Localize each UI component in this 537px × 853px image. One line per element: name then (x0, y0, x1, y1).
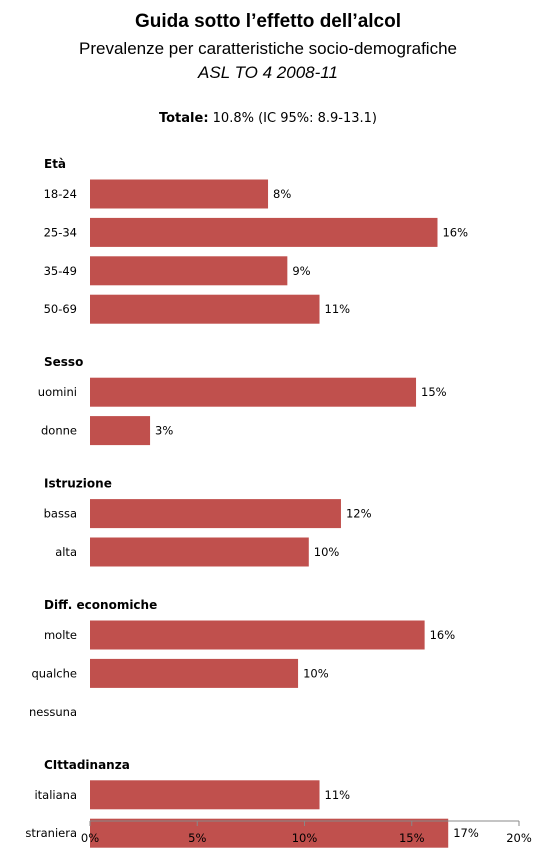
bar-cittadinanza-straniera (90, 818, 449, 848)
x-tick-label: 20% (506, 831, 532, 845)
category-label-bassa: bassa (44, 507, 77, 521)
bar-et-25-34 (90, 217, 438, 247)
bar-cittadinanza-italiana (90, 780, 320, 810)
bar-diff-economiche-molte (90, 620, 425, 650)
group-label-istruzione: Istruzione (44, 477, 112, 491)
data-label-25-34: 16% (442, 225, 468, 239)
data-label-uomini: 15% (421, 385, 447, 399)
bar-istruzione-alta (90, 537, 309, 567)
category-label-25-34: 25-34 (44, 225, 77, 239)
bar-et-18-24 (90, 179, 269, 209)
data-label-donne: 3% (155, 424, 173, 438)
group-label-cittadinanza: CIttadinanza (44, 758, 130, 772)
bar-sesso-donne (90, 416, 151, 446)
x-tick-label: 0% (81, 831, 99, 845)
data-label-35-49: 9% (292, 264, 310, 278)
category-label-alta: alta (55, 545, 77, 559)
plot-area: Età 18-24 8% 25-34 16% 35-49 9% 50-69 11% Sesso uo… (25, 157, 532, 848)
data-label-qualche: 10% (303, 666, 329, 680)
group-label-sesso: Sesso (44, 355, 83, 369)
bar-sesso-uomini (90, 377, 417, 407)
category-label-uomini: uomini (38, 385, 77, 399)
bar-diff-economiche-qualche (90, 658, 299, 688)
group-label-et: Età (44, 157, 66, 171)
category-label-straniera: straniera (25, 826, 77, 840)
category-label-50-69: 50-69 (44, 302, 77, 316)
bar-istruzione-bassa (90, 499, 341, 529)
data-label-alta: 10% (314, 545, 340, 559)
x-tick-label: 10% (292, 831, 318, 845)
chart-title: Guida sotto l’effetto dell’alcol (135, 11, 401, 32)
total-summary: Totale: 10.8% (IC 95%: 8.9-13.1) (159, 111, 377, 126)
category-label-donne: donne (41, 424, 77, 438)
category-label-nessuna: nessuna (29, 705, 77, 719)
chart-subtitle-region: ASL TO 4 2008-11 (197, 63, 338, 82)
data-label-molte: 16% (430, 628, 456, 642)
data-label-bassa: 12% (346, 507, 372, 521)
x-tick-label: 5% (188, 831, 206, 845)
data-label-50-69: 11% (325, 302, 351, 316)
bar-et-50-69 (90, 294, 320, 324)
category-label-35-49: 35-49 (44, 264, 77, 278)
data-label-straniera: 17% (453, 826, 479, 840)
data-label-italiana: 11% (325, 788, 351, 802)
total-value: 10.8% (IC 95%: 8.9-13.1) (213, 111, 377, 126)
category-label-italiana: italiana (34, 788, 77, 802)
bar-et-35-49 (90, 256, 288, 286)
category-label-molte: molte (44, 628, 77, 642)
chart-subtitle: Prevalenze per caratteristiche socio-dem… (79, 39, 457, 58)
total-label: Totale: (159, 111, 209, 126)
data-label-18-24: 8% (273, 187, 291, 201)
category-label-18-24: 18-24 (44, 187, 77, 201)
group-label-diff-economiche: Diff. economiche (44, 598, 157, 612)
x-tick-label: 15% (399, 831, 425, 845)
category-label-qualche: qualche (31, 666, 77, 680)
